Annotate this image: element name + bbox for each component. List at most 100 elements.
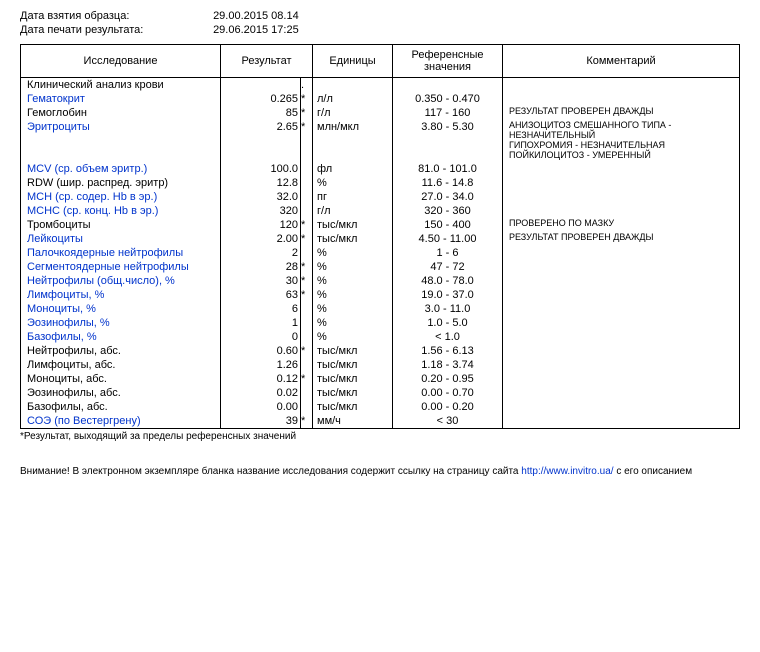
- cell-name[interactable]: MCHC (ср. конц. Hb в эр.): [21, 204, 221, 218]
- cell-unit: тыс/мкл: [313, 372, 393, 386]
- table-header-row: Исследование Результат Единицы Референсн…: [21, 45, 740, 78]
- cell-comment: [503, 288, 740, 302]
- cell-result: 28: [221, 260, 301, 274]
- cell-ref: 0.00 - 0.20: [393, 400, 503, 414]
- cell-star: [301, 176, 313, 190]
- cell-comment: [503, 302, 740, 316]
- cell-comment: [503, 316, 740, 330]
- cell-ref: 1 - 6: [393, 246, 503, 260]
- cell-ref: 81.0 - 101.0: [393, 162, 503, 176]
- cell-star: [301, 190, 313, 204]
- cell-result: 0.60: [221, 344, 301, 358]
- table-row: Палочкоядерные нейтрофилы2%1 - 6: [21, 246, 740, 260]
- cell-unit: пг: [313, 190, 393, 204]
- cell-star: [301, 204, 313, 218]
- cell-ref: 3.80 - 5.30: [393, 120, 503, 162]
- cell-comment: [503, 386, 740, 400]
- table-row: Нейтрофилы, абс.0.60*тыс/мкл1.56 - 6.13: [21, 344, 740, 358]
- cell-name[interactable]: MCV (ср. объем эритр.): [21, 162, 221, 176]
- cell-ref: 47 - 72: [393, 260, 503, 274]
- cell-ref: 27.0 - 34.0: [393, 190, 503, 204]
- cell-name[interactable]: Палочкоядерные нейтрофилы: [21, 246, 221, 260]
- cell-unit: тыс/мкл: [313, 344, 393, 358]
- cell-star: *: [301, 232, 313, 246]
- cell-ref: 4.50 - 11.00: [393, 232, 503, 246]
- cell-unit: тыс/мкл: [313, 400, 393, 414]
- cell-name[interactable]: Нейтрофилы (общ.число), %: [21, 274, 221, 288]
- cell-comment: АНИЗОЦИТОЗ СМЕШАННОГО ТИПА - НЕЗНАЧИТЕЛЬ…: [503, 120, 740, 162]
- cell-name[interactable]: Эритроциты: [21, 120, 221, 162]
- cell-name[interactable]: Базофилы, %: [21, 330, 221, 344]
- table-row: Гемоглобин85*г/л117 - 160РЕЗУЛЬТАТ ПРОВЕ…: [21, 106, 740, 120]
- sample-date-label: Дата взятия образца:: [20, 10, 210, 22]
- cell-star: [301, 316, 313, 330]
- cell-star: *: [301, 344, 313, 358]
- cell-ref: 1.0 - 5.0: [393, 316, 503, 330]
- cell-ref: 1.18 - 3.74: [393, 358, 503, 372]
- cell-comment: [503, 92, 740, 106]
- print-date-value: 29.06.2015 17:25: [213, 24, 299, 36]
- cell-ref: 0.350 - 0.470: [393, 92, 503, 106]
- cell-comment: [503, 344, 740, 358]
- table-row: Моноциты, %6%3.0 - 11.0: [21, 302, 740, 316]
- cell-name[interactable]: СОЭ (по Вестергрену): [21, 414, 221, 429]
- cell-star: *: [301, 106, 313, 120]
- footnote: *Результат, выходящий за пределы референ…: [20, 431, 740, 442]
- header-ref: Референсные значения: [393, 45, 503, 78]
- cell-ref: 0.20 - 0.95: [393, 372, 503, 386]
- cell-unit: г/л: [313, 204, 393, 218]
- table-row: Базофилы, %0%< 1.0: [21, 330, 740, 344]
- cell-result: 0.00: [221, 400, 301, 414]
- cell-ref: 320 - 360: [393, 204, 503, 218]
- table-row: Лимфоциты, %63*%19.0 - 37.0: [21, 288, 740, 302]
- cell-name: Моноциты, абс.: [21, 372, 221, 386]
- cell-unit: %: [313, 260, 393, 274]
- cell-name[interactable]: Лимфоциты, %: [21, 288, 221, 302]
- cell-ref: 3.0 - 11.0: [393, 302, 503, 316]
- table-row: Базофилы, абс.0.00 тыс/мкл0.00 - 0.20: [21, 400, 740, 414]
- cell-unit: г/л: [313, 106, 393, 120]
- cell-name[interactable]: Лейкоциты: [21, 232, 221, 246]
- cell-comment: РЕЗУЛЬТАТ ПРОВЕРЕН ДВАЖДЫ: [503, 232, 740, 246]
- cell-star: [301, 358, 313, 372]
- header-comment: Комментарий: [503, 45, 740, 78]
- cell-name: Эозинофилы, абс.: [21, 386, 221, 400]
- table-row: Нейтрофилы (общ.число), %30*%48.0 - 78.0: [21, 274, 740, 288]
- cell-unit: %: [313, 176, 393, 190]
- cell-result: [221, 78, 301, 93]
- header-name: Исследование: [21, 45, 221, 78]
- cell-unit: млн/мкл: [313, 120, 393, 162]
- cell-comment: [503, 246, 740, 260]
- print-date-label: Дата печати результата:: [20, 24, 210, 36]
- cell-comment: [503, 78, 740, 93]
- table-row: Лимфоциты, абс.1.26тыс/мкл1.18 - 3.74: [21, 358, 740, 372]
- cell-name[interactable]: Сегментоядерные нейтрофилы: [21, 260, 221, 274]
- cell-unit: %: [313, 330, 393, 344]
- cell-unit: тыс/мкл: [313, 232, 393, 246]
- cell-star: *: [301, 274, 313, 288]
- table-row: Лейкоциты2.00*тыс/мкл4.50 - 11.00РЕЗУЛЬТ…: [21, 232, 740, 246]
- table-row: Эозинофилы, абс.0.02тыс/мкл0.00 - 0.70: [21, 386, 740, 400]
- cell-name[interactable]: Моноциты, %: [21, 302, 221, 316]
- cell-name[interactable]: MCH (ср. содер. Hb в эр.): [21, 190, 221, 204]
- cell-result: 12.8: [221, 176, 301, 190]
- cell-name[interactable]: Гематокрит: [21, 92, 221, 106]
- cell-star: *: [301, 92, 313, 106]
- notice-post: с его описанием: [616, 466, 692, 477]
- cell-result: 0.12: [221, 372, 301, 386]
- cell-ref: 0.00 - 0.70: [393, 386, 503, 400]
- cell-star: *: [301, 414, 313, 429]
- notice-pre: Внимание! В электронном экземпляре бланк…: [20, 466, 521, 477]
- notice-link[interactable]: http://www.invitro.ua/: [521, 466, 613, 477]
- print-date-row: Дата печати результата: 29.06.2015 17:25: [20, 24, 740, 36]
- cell-name: Базофилы, абс.: [21, 400, 221, 414]
- cell-name: Гемоглобин: [21, 106, 221, 120]
- cell-star: *: [301, 120, 313, 162]
- cell-comment: [503, 176, 740, 190]
- cell-result: 2.00: [221, 232, 301, 246]
- cell-result: 100.0: [221, 162, 301, 176]
- cell-unit: тыс/мкл: [313, 218, 393, 232]
- cell-name[interactable]: Эозинофилы, %: [21, 316, 221, 330]
- table-row: Моноциты, абс.0.12*тыс/мкл0.20 - 0.95: [21, 372, 740, 386]
- cell-star: [301, 330, 313, 344]
